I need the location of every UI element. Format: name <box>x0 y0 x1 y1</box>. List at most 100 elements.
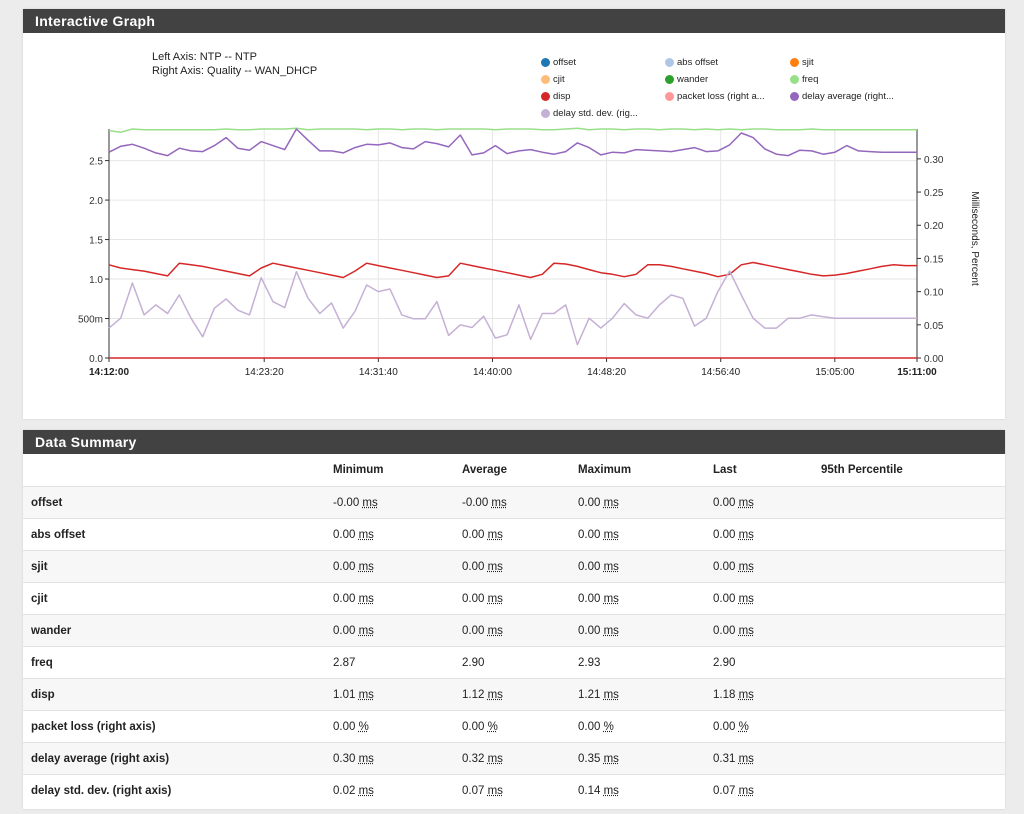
unit-abbr: % <box>738 720 749 733</box>
cell-value: 0.00 <box>462 528 485 541</box>
table-cell-95th-percentile <box>821 550 1005 583</box>
row-label: packet loss (right axis) <box>23 710 333 743</box>
x-axis-tick-label: 14:23:20 <box>245 367 284 378</box>
legend-swatch-icon <box>541 109 550 118</box>
table-cell-95th-percentile <box>821 582 1005 615</box>
table-row: packet loss (right axis) 0.00 % 0.00 % 0.00… <box>23 710 1005 743</box>
legend-swatch-icon <box>790 92 799 101</box>
unit-abbr: ms <box>603 592 619 605</box>
legend-label: packet loss (right a... <box>677 91 765 102</box>
legend-item[interactable]: sjit <box>790 57 814 68</box>
right-axis-tick-label: 0.10 <box>924 288 944 299</box>
right-axis-title: Milliseconds, Percent <box>969 191 980 286</box>
x-axis-tick-label: 14:12:00 <box>89 367 129 378</box>
x-axis-tick-label: 14:56:40 <box>701 367 740 378</box>
table-cell: 1.18 ms <box>713 678 821 711</box>
cell-value: 1.12 <box>462 688 485 701</box>
table-row: wander 0.00 ms 0.00 ms 0.00 ms 0.00 ms <box>23 614 1005 647</box>
cell-value: 2.87 <box>333 656 356 669</box>
cell-value: 0.00 <box>333 528 356 541</box>
unit-abbr: ms <box>358 752 374 765</box>
cell-value: 0.00 <box>462 720 485 733</box>
legend-item[interactable]: offset <box>541 57 576 68</box>
cell-value: 0.00 <box>578 624 601 637</box>
row-label: wander <box>23 614 333 647</box>
unit-abbr: ms <box>358 624 374 637</box>
graph-panel-title: Interactive Graph <box>23 9 1005 33</box>
table-cell: 1.01 ms <box>333 678 462 711</box>
right-axis-tick-label: 0.00 <box>924 354 944 365</box>
table-cell: 0.00 ms <box>462 582 578 615</box>
table-cell: 0.07 ms <box>462 774 578 806</box>
cell-value: 1.21 <box>578 688 601 701</box>
legend-swatch-icon <box>541 92 550 101</box>
table-cell: 2.93 <box>578 646 713 679</box>
left-axis-tick-label: 1.0 <box>89 275 103 286</box>
column-header-minimum: Minimum <box>333 464 384 476</box>
legend-label: delay average (right... <box>802 91 894 102</box>
unit-abbr: ms <box>487 688 503 701</box>
left-axis-tick-label: 1.5 <box>89 236 103 247</box>
cell-value: 0.07 <box>462 784 485 797</box>
legend-item[interactable]: freq <box>790 74 818 85</box>
cell-value: 0.31 <box>713 752 736 765</box>
legend-item[interactable]: packet loss (right a... <box>665 91 765 102</box>
table-cell-95th-percentile <box>821 518 1005 551</box>
legend-swatch-icon <box>665 92 674 101</box>
line-chart[interactable]: 0.0 500m 1.0 1.5 2.0 2.5 0.00 0.05 0.10 0.15 0.20 0… <box>23 33 1005 419</box>
cell-value: 0.00 <box>713 496 736 509</box>
cell-value: 0.02 <box>333 784 356 797</box>
unit-abbr: ms <box>487 624 503 637</box>
unit-abbr: ms <box>738 528 754 541</box>
x-axis-tick-label: 15:11:00 <box>897 367 937 378</box>
legend-item[interactable]: delay std. dev. (rig... <box>541 108 638 119</box>
table-row: abs offset 0.00 ms 0.00 ms 0.00 ms 0.00 ms <box>23 518 1005 551</box>
legend-item[interactable]: delay average (right... <box>790 91 894 102</box>
legend-swatch-icon <box>790 75 799 84</box>
legend-item[interactable]: disp <box>541 91 570 102</box>
table-cell: 0.35 ms <box>578 742 713 775</box>
table-cell: 0.00 ms <box>578 518 713 551</box>
legend-item[interactable]: abs offset <box>665 57 718 68</box>
right-axis-tick-label: 0.25 <box>924 188 944 199</box>
unit-abbr: ms <box>603 560 619 573</box>
table-row: disp 1.01 ms 1.12 ms 1.21 ms 1.18 ms <box>23 678 1005 711</box>
series-line <box>108 270 917 346</box>
table-cell: 0.00 ms <box>333 614 462 647</box>
table-cell: 0.00 ms <box>333 550 462 583</box>
unit-abbr: ms <box>603 528 619 541</box>
unit-abbr: ms <box>487 592 503 605</box>
table-row: cjit 0.00 ms 0.00 ms 0.00 ms 0.00 ms <box>23 582 1005 615</box>
table-cell: 1.21 ms <box>578 678 713 711</box>
left-axis-tick-label: 500m <box>78 315 103 326</box>
row-label: abs offset <box>23 518 333 551</box>
column-header-last: Last <box>713 464 737 476</box>
table-cell-95th-percentile <box>821 678 1005 711</box>
table-cell: 0.00 % <box>578 710 713 743</box>
table-cell: 1.12 ms <box>462 678 578 711</box>
legend-label: sjit <box>802 57 814 68</box>
table-cell: -0.00 ms <box>333 486 462 519</box>
unit-abbr: ms <box>738 752 754 765</box>
table-cell: 2.87 <box>333 646 462 679</box>
legend-item[interactable]: wander <box>665 74 708 85</box>
legend-item[interactable]: cjit <box>541 74 565 85</box>
x-axis-tick-label: 15:05:00 <box>815 367 854 378</box>
row-label: delay average (right axis) <box>23 742 333 775</box>
legend-label: cjit <box>553 74 565 85</box>
cell-value: 0.32 <box>462 752 485 765</box>
cell-value: 0.00 <box>713 560 736 573</box>
cell-value: -0.00 <box>462 496 489 509</box>
data-summary-panel: Data Summary Minimum Average Maximum Las… <box>23 430 1005 809</box>
right-axis-tick-label: 0.15 <box>924 254 944 265</box>
cell-value: 0.35 <box>578 752 601 765</box>
legend-label: abs offset <box>677 57 719 68</box>
unit-abbr: ms <box>487 752 503 765</box>
column-header-average: Average <box>462 464 507 476</box>
axis-info: Left Axis: NTP -- NTP Right Axis: Qualit… <box>152 50 317 78</box>
cell-value: 2.90 <box>462 656 485 669</box>
table-cell: 0.07 ms <box>713 774 821 806</box>
row-label: sjit <box>23 550 333 583</box>
cell-value: 0.00 <box>462 560 485 573</box>
table-cell: 0.02 ms <box>333 774 462 806</box>
